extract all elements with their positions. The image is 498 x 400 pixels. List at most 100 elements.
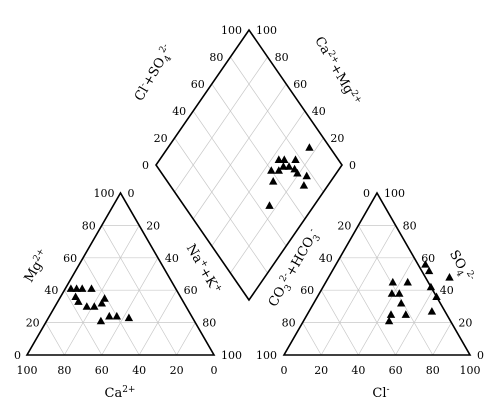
- tick-label-cl-so4: 100: [221, 24, 242, 37]
- tick-label-na-k: 100: [221, 349, 242, 362]
- anion-point: [386, 310, 396, 318]
- anion-point: [387, 289, 397, 297]
- tick-label-so4: 40: [440, 284, 454, 297]
- tick-label-cl: 0: [281, 364, 288, 377]
- tick-label-mg: 100: [94, 187, 115, 200]
- cation-gridline: [45, 322, 65, 356]
- diamond-point: [284, 162, 294, 170]
- cation-point: [66, 284, 76, 292]
- tick-label-cl: 40: [351, 364, 365, 377]
- tick-label-mg: 20: [26, 317, 40, 330]
- diamond-point: [302, 171, 311, 180]
- anion-point: [388, 277, 397, 286]
- tick-label-cl: 100: [460, 364, 481, 377]
- tick-label-na-k: 0: [128, 187, 135, 200]
- cation-point: [72, 284, 81, 292]
- frame-layer: [25, 28, 472, 356]
- axis-title-ca: Ca2+: [105, 385, 136, 400]
- tick-label-co3-hco3: 20: [337, 219, 351, 232]
- cation-frame: [25, 191, 216, 356]
- tick-label-na-k: 20: [146, 219, 160, 232]
- anion-point: [421, 260, 430, 268]
- anion-gridline: [320, 290, 359, 356]
- cation-point: [78, 284, 87, 292]
- anion-point: [445, 273, 454, 281]
- tick-label-co3-hco3: 60: [300, 284, 314, 297]
- tick-label-cl: 20: [314, 364, 328, 377]
- tick-label-ca-mg: 60: [293, 78, 307, 91]
- anion-point: [403, 277, 412, 286]
- cation-point: [87, 284, 96, 292]
- tick-label-so4: 60: [421, 252, 435, 265]
- diamond-point: [267, 166, 276, 174]
- tick-label-na-k: 80: [202, 317, 216, 330]
- cation-gridline: [101, 225, 177, 356]
- diamond-gridline: [230, 56, 324, 193]
- anion-gridline: [339, 257, 396, 356]
- axis-title-mg: Mg2+: [21, 247, 52, 285]
- anion-frame: [282, 191, 472, 356]
- tick-label-ca-mg: 0: [349, 159, 356, 172]
- tick-label-na-k: 40: [165, 252, 179, 265]
- tick-label-mg: 40: [44, 284, 58, 297]
- diamond-frame: [155, 28, 343, 302]
- diamond-gridline: [211, 110, 306, 247]
- tick-label-ca: 100: [17, 364, 38, 377]
- cation-gridline: [64, 290, 103, 356]
- tick-label-cl-so4: 0: [142, 159, 149, 172]
- data-points: [66, 143, 454, 325]
- anion-point: [397, 299, 406, 307]
- cation-point: [124, 313, 134, 322]
- cation-point: [97, 299, 106, 307]
- tick-label-ca-mg: 80: [275, 51, 289, 64]
- cation-point: [74, 297, 83, 305]
- axis-title-ca-mg: Ca2++Mg2+: [311, 34, 363, 109]
- diamond-point: [293, 168, 302, 177]
- tick-label-so4: 0: [477, 349, 484, 362]
- tick-label-ca-mg: 20: [330, 132, 344, 145]
- tick-label-cl: 60: [389, 364, 403, 377]
- diamond-point: [299, 181, 309, 189]
- cation-point: [112, 311, 121, 320]
- tick-label-cl-so4: 40: [172, 105, 186, 118]
- cation-point: [100, 294, 109, 302]
- diamond-point: [274, 166, 283, 174]
- cation-point: [105, 311, 114, 320]
- tick-label-mg: 60: [63, 252, 77, 265]
- anion-gridline: [432, 322, 452, 356]
- tick-label-co3-hco3: 40: [319, 252, 333, 265]
- diamond-gridline: [192, 83, 287, 220]
- diamond-point: [279, 162, 288, 170]
- tick-label-so4: 20: [458, 317, 472, 330]
- diamond-point: [305, 143, 314, 151]
- anion-point: [401, 310, 410, 318]
- diamond-point: [274, 155, 283, 163]
- cation-point: [96, 316, 106, 325]
- tick-label-so4: 100: [384, 187, 405, 200]
- diamond-point: [265, 201, 274, 209]
- diamond-point: [291, 155, 300, 163]
- tick-label-co3-hco3: 0: [363, 187, 370, 200]
- anion-gridline: [302, 322, 322, 356]
- tick-label-ca: 80: [57, 364, 71, 377]
- axis-title-cl: Cl-: [372, 385, 389, 400]
- anion-point: [432, 292, 441, 300]
- tick-label-ca-mg: 100: [256, 24, 277, 37]
- tick-label-na-k: 60: [184, 284, 198, 297]
- anion-point: [427, 307, 437, 315]
- anion-gridline: [358, 257, 415, 356]
- axis-title-cl-so4: Cl-+SO42-: [131, 42, 179, 105]
- tick-label-co3-hco3: 100: [256, 349, 277, 362]
- tick-label-so4: 80: [403, 219, 417, 232]
- cation-gridline: [176, 322, 196, 356]
- tick-label-mg: 80: [82, 219, 96, 232]
- axis-titles: Mg2+ Ca2+ Na++K+ CO32-+HCO3- SO42- Cl- C…: [21, 34, 477, 400]
- tick-label-ca: 0: [211, 364, 218, 377]
- anion-point: [426, 282, 436, 291]
- anion-gridline: [358, 225, 434, 356]
- cation-point: [90, 302, 99, 310]
- tick-label-cl-so4: 20: [154, 132, 168, 145]
- grid-layer: [45, 56, 452, 356]
